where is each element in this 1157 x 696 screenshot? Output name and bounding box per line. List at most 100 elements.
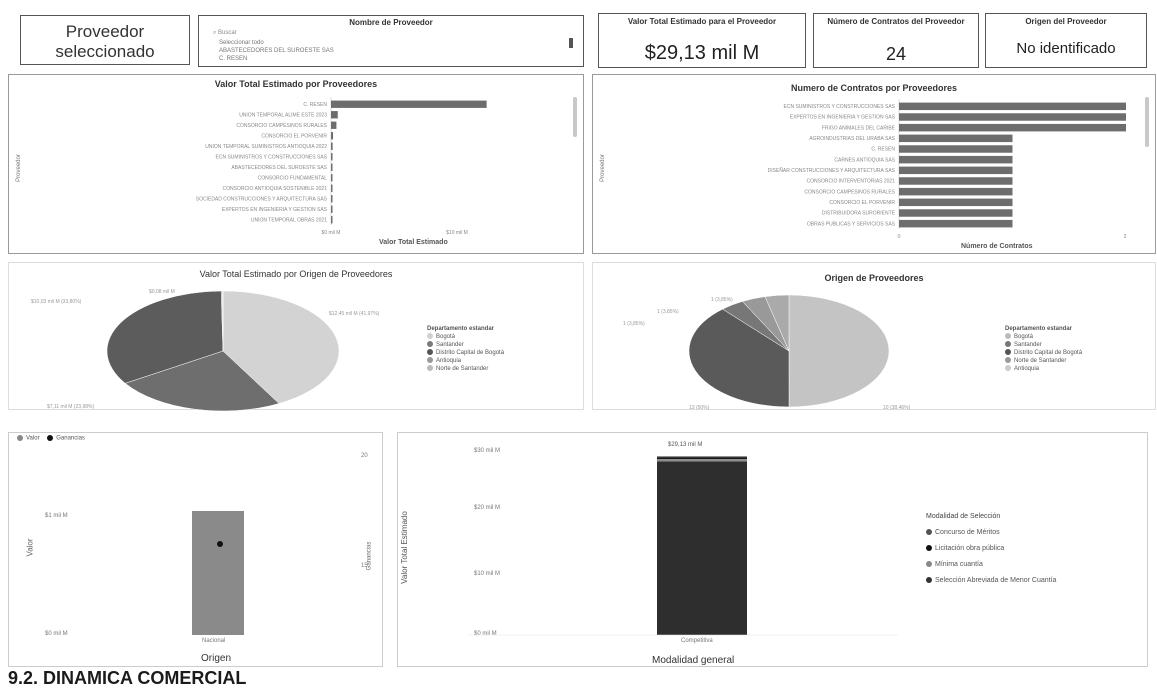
slicer-search-placeholder: Buscar [218, 30, 237, 36]
bar [331, 132, 334, 140]
stack-segment [657, 461, 747, 635]
bar [899, 123, 1126, 132]
bar [899, 219, 1013, 228]
box-legend-valor[interactable]: Valor [26, 435, 40, 442]
stack-ytick-10: $10 mil M [474, 571, 501, 577]
stack-legend-item[interactable]: Concurso de Méritos [926, 525, 1056, 541]
pie-slice [788, 294, 890, 408]
pie2-legend: Departamento estandar Bogotá Santander D… [1005, 325, 1082, 373]
pie-data-label: $0,08 mil M [149, 289, 175, 295]
box-marker[interactable] [217, 541, 223, 547]
category-label: ABASTECEDORES DEL SUROESTE SAS [231, 165, 327, 171]
pie-slice [222, 290, 224, 352]
pie1-legend-item[interactable]: Bogotá [427, 333, 504, 341]
box-legend: Valor Ganancias [17, 435, 85, 442]
tick-label: $0 mil M [322, 230, 341, 236]
bar2-plot: ECN SUMINISTROS Y CONSTRUCCIONES SAS EXPE… [768, 99, 1127, 240]
stack-legend-item[interactable]: Licitación obra pública [926, 541, 1056, 557]
pie-data-label: $7,11 mil M (23,98%) [47, 404, 94, 410]
box-ytick-top: $1 mil M [45, 513, 68, 519]
pie1-legend-item[interactable]: Antioquia [427, 357, 504, 365]
stack-legend: Modalidad de Selección Concurso de Mérit… [926, 509, 1056, 589]
pie-data-label: $12,45 mil M (41,97%) [329, 311, 380, 317]
kpi-total-value-title: Valor Total Estimado para el Proveedor [627, 17, 777, 26]
bar-chart-value-by-provider: Valor Total Estimado por Proveedores Pro… [8, 74, 584, 254]
kpi-provider-origin: Origen del Proveedor No identificado [985, 13, 1147, 68]
bar [331, 184, 333, 192]
stack-ytick-0: $0 mil M [474, 631, 497, 637]
bar [331, 121, 337, 129]
category-label: DISTRIBUIDORA SURORIENTE [822, 211, 896, 217]
stack-ytick-30: $30 mil M [474, 448, 501, 454]
pie1-legend-item[interactable]: Distrito Capital de Bogotá [427, 349, 504, 357]
kpi-contract-count: Número de Contratos del Proveedor 24 [813, 13, 979, 68]
category-label: UNION TEMPORAL SUMINISTROS ANTIOQUIA 202… [205, 144, 327, 150]
pie2-legend-item[interactable]: Bogotá [1005, 333, 1082, 341]
slicer-search[interactable]: ⌕ Buscar [213, 30, 237, 37]
stack-total-label: $29,13 mil M [668, 442, 703, 448]
selected-provider-line1: Proveedor [65, 22, 145, 41]
bar-chart-contracts-by-provider: Numero de Contratos por Proveedores Prov… [592, 74, 1156, 254]
value-by-origin-chart: Valor Ganancias Valor $1 mil M $0 mil M … [8, 432, 383, 667]
box-ylabel2: Ganancias [366, 541, 373, 571]
bar [331, 205, 333, 213]
bar [899, 102, 1126, 111]
section-heading: 9.2. DINAMICA COMERCIAL [8, 668, 247, 688]
kpi-total-value-value: $29,13 mil M [644, 42, 760, 64]
pie2-legend-item[interactable]: Norte de Santander [1005, 357, 1082, 365]
category-label: CARNES ANTIOQUIA SAS [834, 157, 895, 163]
kpi-contract-count-title: Número de Contratos del Proveedor [827, 17, 965, 26]
pie1-legend-item[interactable]: Santander [427, 341, 504, 349]
stack-category: Competitiva [681, 638, 713, 644]
category-label: CONSORCIO CAMPESINOS RURALES [236, 123, 327, 129]
bar2-scrollbar[interactable] [1145, 97, 1149, 147]
provider-slicer[interactable]: Nombre de Proveedor ⌕ Buscar Seleccionar… [198, 15, 584, 67]
bar1-scrollbar[interactable] [573, 97, 577, 137]
pie-data-label: 13 (50%) [689, 405, 710, 411]
bar [331, 153, 333, 161]
slicer-title: Nombre de Proveedor [349, 18, 433, 27]
bar [331, 111, 338, 119]
category-label: SOCIEDAD CONSTRUCCIONES Y ARQUITECTURA S… [196, 196, 328, 202]
kpi-provider-origin-title: Origen del Proveedor [1025, 17, 1107, 26]
bar [899, 166, 1013, 175]
bar [331, 174, 333, 182]
pie2-legend-item[interactable]: Antioquia [1005, 365, 1082, 373]
slicer-scrollbar[interactable] [569, 38, 573, 48]
bar [899, 145, 1013, 153]
tick-label: $10 mil M [446, 230, 468, 236]
bar [331, 163, 333, 171]
kpi-total-value: Valor Total Estimado para el Proveedor $… [598, 13, 806, 68]
tick-label: 0 [898, 234, 901, 240]
pie-slice [106, 290, 224, 384]
box-y2tick-top: 20 [361, 453, 368, 459]
pie-slice [222, 290, 340, 404]
slicer-item-1[interactable]: ABASTECEDORES DEL SUROESTE SAS [219, 48, 334, 54]
bar [331, 100, 487, 108]
tick-label: 2 [1124, 234, 1127, 240]
stack-legend-item[interactable]: Mínima cuantía [926, 557, 1056, 573]
bar2-title: Numero de Contratos por Proveedores [790, 83, 958, 93]
bar [899, 198, 1013, 207]
box-legend-ganancias[interactable]: Ganancias [56, 435, 85, 442]
slicer-item-2[interactable]: C. RESEN [219, 56, 248, 62]
pie2-plot: 1 (3,85%) 1 (3,85%) 1 (3,85%) 13 (50%) 10 (3… [623, 294, 911, 411]
pie2-title: Origen de Proveedores [824, 273, 924, 283]
pie-slice [124, 350, 280, 411]
bar [899, 155, 1013, 164]
category-label: CONSORCIO CAMPESINOS RURALES [804, 189, 895, 195]
pie2-legend-item[interactable]: Distrito Capital de Bogotá [1005, 349, 1082, 357]
pie1-legend-item[interactable]: Norte de Santander [427, 365, 504, 373]
category-label: ECN SUMINISTROS Y CONSTRUCCIONES SAS [216, 154, 328, 160]
bar1-plot: C. RESEN UNION TEMPORAL ALIME ESTE 2023 CO… [196, 97, 487, 236]
stack-legend-item[interactable]: Selección Abreviada de Menor Cuantía [926, 573, 1056, 589]
value-by-modality-chart: Valor Total Estimado $30 mil M $20 mil M… [397, 432, 1148, 667]
bar [331, 216, 333, 224]
box-bar[interactable] [192, 511, 244, 635]
slicer-item-select-all[interactable]: Seleccionar todo [219, 40, 264, 46]
pie2-legend-item[interactable]: Santander [1005, 341, 1082, 349]
kpi-contract-count-value: 24 [885, 44, 907, 64]
bar2-xlabel: Número de Contratos [961, 243, 1033, 250]
pie-data-label: 1 (3,85%) [711, 297, 733, 303]
pie-data-label: 1 (3,85%) [657, 309, 679, 315]
